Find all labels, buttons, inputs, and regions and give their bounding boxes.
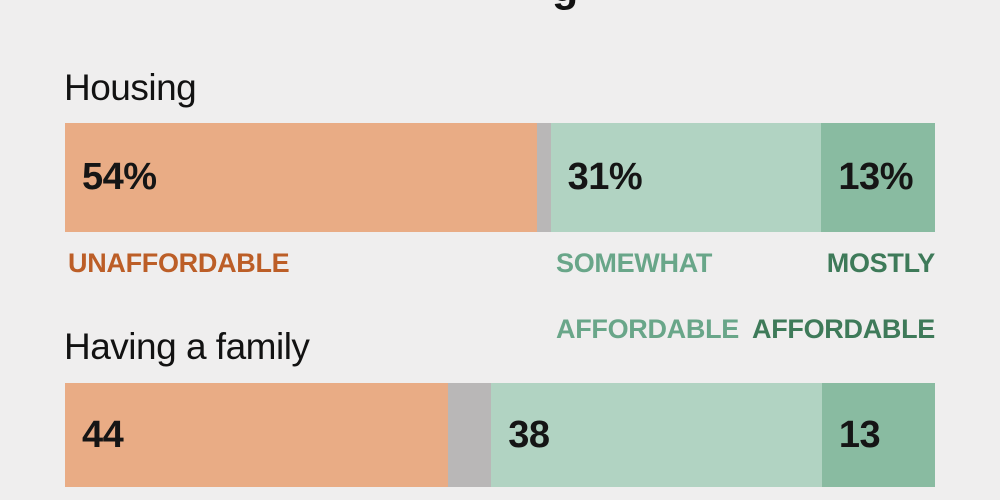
bar-value-label: 38 — [508, 413, 550, 456]
bar-value-label: 13% — [838, 156, 913, 198]
bar-segment-somewhat-affordable: 38 — [491, 383, 822, 487]
bar-value-label: 31% — [567, 156, 643, 198]
stacked-bar-having-a-family: 44 38 13 — [65, 383, 935, 487]
bar-value-label: 13 — [838, 413, 881, 456]
category-label-housing: Housing — [64, 67, 197, 108]
stacked-bar-housing: 54% 31% 13% — [65, 123, 935, 232]
bar-segment-unaffordable: 44 — [65, 383, 448, 487]
legend-somewhat-line2: AFFORDABLE — [556, 314, 739, 344]
bar-value-label: 54% — [82, 156, 157, 198]
bar-segment-no-answer — [447, 383, 492, 487]
segment-legend: UNAFFORDABLE SOMEWHAT AFFORDABLE MOSTLY … — [0, 247, 1000, 344]
bar-segment-mostly-affordable: 13 — [821, 383, 935, 487]
legend-label-mostly-affordable: MOSTLY AFFORDABLE — [700, 247, 935, 346]
legend-label-unaffordable: UNAFFORDABLE — [68, 248, 290, 278]
bar-value-label: 44 — [82, 413, 124, 456]
bar-segment-somewhat-affordable: 31% — [550, 123, 822, 232]
category-label-having-a-family: Having a family — [64, 326, 310, 367]
legend-mostly-line2: AFFORDABLE — [752, 314, 935, 344]
bar-segment-mostly-affordable: 13% — [821, 123, 935, 232]
legend-somewhat-line1: SOMEWHAT — [556, 248, 713, 278]
legend-label-somewhat-affordable: SOMEWHAT AFFORDABLE — [556, 247, 739, 346]
bar-segment-unaffordable: 54% — [65, 123, 537, 232]
bar-segment-no-answer — [536, 123, 551, 232]
legend-mostly-line1: MOSTLY — [826, 248, 936, 278]
cropped-title-letter-g: g — [552, 0, 578, 9]
